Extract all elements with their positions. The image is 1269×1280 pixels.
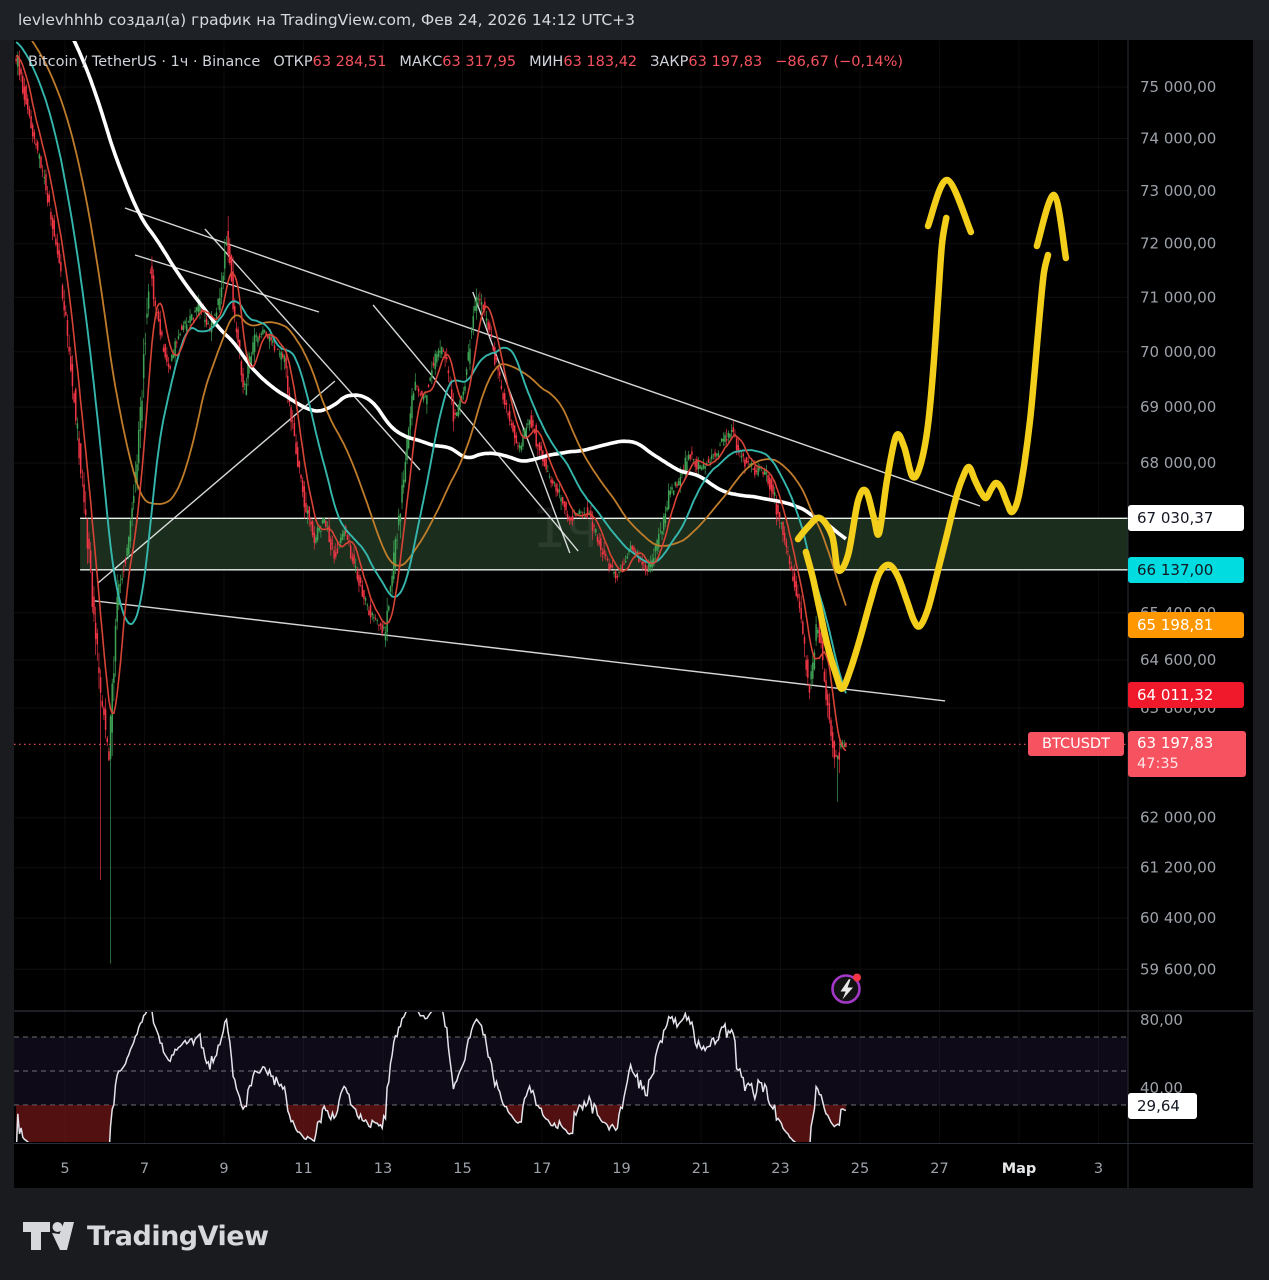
- price-level-label: 64 011,32: [1128, 682, 1244, 709]
- price-level-label: 65 198,81: [1128, 611, 1244, 638]
- svg-text:72 000,00: 72 000,00: [1140, 235, 1216, 253]
- ma-orange: [31, 41, 847, 606]
- indicator-bubble-icon[interactable]: [831, 973, 862, 1004]
- rsi-value-label: 29,64: [1128, 1092, 1197, 1119]
- ma-red: [15, 54, 847, 752]
- chart-widget[interactable]: 1ч 75 000,00 74 000,00 73 000,00 72 000,00 7…: [14, 40, 1253, 1188]
- symbol-price-chip: BTCUSDT: [1028, 732, 1124, 757]
- rsi-band-lines: [14, 1036, 1128, 1106]
- svg-text:19: 19: [612, 1161, 630, 1177]
- svg-text:71 000,00: 71 000,00: [1140, 288, 1216, 306]
- svg-text:23: 23: [771, 1161, 789, 1177]
- legend-symbol[interactable]: Bitcoin / TetherUS · 1ч · Binance: [28, 54, 261, 70]
- chart-legend[interactable]: Bitcoin / TetherUS · 1ч · Binance ОТКР63 …: [28, 54, 903, 70]
- legend-change: −86,67 (−0,14%): [775, 54, 903, 70]
- svg-text:13: 13: [374, 1161, 392, 1177]
- yellow-stroke-2: [802, 251, 1052, 692]
- rsi-line: [15, 1012, 847, 1142]
- price-level-label: 67 030,37: [1128, 505, 1244, 532]
- svg-text:5: 5: [60, 1161, 69, 1177]
- share-header-text: levlevhhhb создал(а) график на TradingVi…: [18, 11, 635, 29]
- yellow-arrowhead-1: [924, 176, 975, 236]
- svg-text:60 400,00: 60 400,00: [1140, 909, 1216, 927]
- legend-ohlc-label: ЗАКР: [650, 54, 689, 70]
- symbol-chip-text: BTCUSDT: [1042, 736, 1110, 753]
- svg-text:61 200,00: 61 200,00: [1140, 859, 1216, 877]
- svg-text:7: 7: [140, 1161, 149, 1177]
- candles: [15, 50, 847, 964]
- svg-text:75 000,00: 75 000,00: [1140, 78, 1216, 96]
- legend-ohlc-label: МИН: [529, 54, 564, 70]
- svg-text:68 000,00: 68 000,00: [1140, 454, 1216, 472]
- svg-text:73 000,00: 73 000,00: [1140, 182, 1216, 200]
- current-price-value: 63 197,83: [1137, 734, 1214, 753]
- share-header: levlevhhhb создал(а) график на TradingVi…: [0, 0, 1269, 40]
- svg-text:62 000,00: 62 000,00: [1140, 809, 1216, 827]
- svg-text:74 000,00: 74 000,00: [1140, 130, 1216, 148]
- time-axis-ticks[interactable]: 5 7 9 11 13 15 17 19 21 23 25 27 Мар 3: [60, 1161, 1103, 1177]
- svg-text:25: 25: [851, 1161, 869, 1177]
- svg-text:21: 21: [692, 1161, 710, 1177]
- tradingview-brand-text: TradingView: [87, 1220, 269, 1252]
- ma-white: [72, 41, 847, 541]
- svg-text:40,00: 40,00: [1140, 1079, 1183, 1097]
- pane-separators: [14, 40, 1253, 1188]
- svg-text:27: 27: [930, 1161, 948, 1177]
- legend-ohlc: ОТКР63 284,51 МАКС63 317,95 МИН63 183,42 ЗА…: [260, 54, 762, 70]
- legend-ohlc-value: 63 183,42: [563, 54, 638, 70]
- svg-text:64 600,00: 64 600,00: [1140, 651, 1216, 669]
- v-gridlines: [64, 41, 1099, 1144]
- tradingview-logo-icon: [23, 1222, 74, 1250]
- svg-text:59 600,00: 59 600,00: [1140, 960, 1216, 978]
- yellow-arrowhead-2: [1033, 191, 1070, 262]
- legend-ohlc-value: 63 317,95: [442, 54, 517, 70]
- bar-countdown: 47:35: [1137, 756, 1179, 773]
- price-level-label: 66 137,00: [1128, 556, 1244, 583]
- svg-text:69 000,00: 69 000,00: [1140, 398, 1216, 416]
- svg-text:11: 11: [294, 1161, 312, 1177]
- svg-text:9: 9: [219, 1161, 228, 1177]
- svg-text:17: 17: [533, 1161, 551, 1177]
- svg-text:Мар: Мар: [1002, 1161, 1037, 1177]
- yellow-stroke-1: [794, 214, 950, 574]
- rsi-oversold-fill: [16, 1105, 846, 1142]
- legend-ohlc-label: МАКС: [399, 54, 443, 70]
- yellow-projection-drawing[interactable]: [794, 176, 1070, 692]
- rsi-band: [14, 1037, 1128, 1105]
- legend-ohlc-label: ОТКР: [273, 54, 313, 70]
- ma-cyan: [15, 41, 847, 694]
- trendlines[interactable]: [94, 207, 981, 702]
- svg-text:80,00: 80,00: [1140, 1011, 1183, 1029]
- legend-ohlc-value: 63 197,83: [688, 54, 763, 70]
- tradingview-footer[interactable]: TradingView: [22, 1216, 269, 1256]
- current-price-label: 63 197,83 47:35: [1128, 731, 1246, 778]
- price-axis-ticks[interactable]: 75 000,00 74 000,00 73 000,00 72 000,00 71 0…: [1140, 78, 1216, 1097]
- svg-text:3: 3: [1094, 1161, 1103, 1177]
- moving-averages: [15, 41, 847, 752]
- legend-ohlc-value: 63 284,51: [312, 54, 387, 70]
- svg-text:15: 15: [453, 1161, 471, 1177]
- h-gridlines: [14, 86, 1128, 970]
- svg-text:70 000,00: 70 000,00: [1140, 343, 1216, 361]
